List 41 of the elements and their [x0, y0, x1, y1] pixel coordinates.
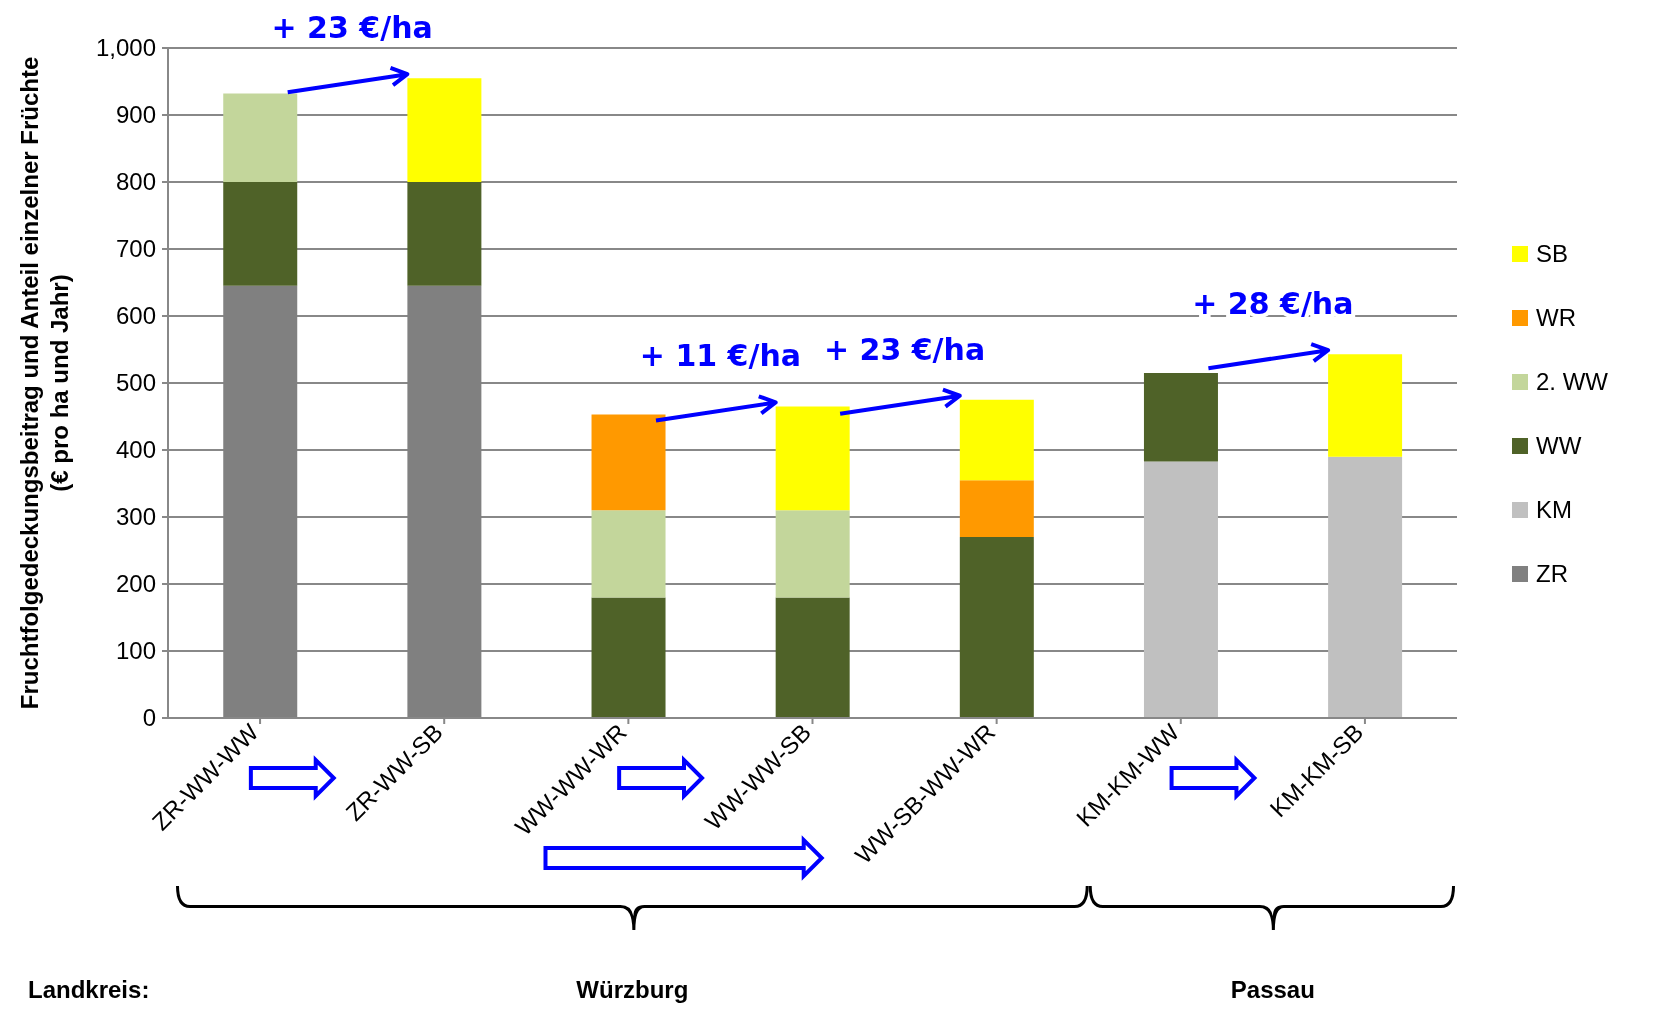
- bar: [775, 406, 850, 511]
- y-tick-label: 200: [115, 570, 156, 597]
- text: Landkreis:: [28, 976, 150, 1003]
- bar: [407, 78, 482, 182]
- y-axis-title: Fruchtfolgedeckungsbeitrag und Anteil einzelner Früchte (€ pro ha und Jahr): [16, 56, 73, 710]
- bar: [775, 597, 850, 718]
- bar: [959, 480, 1034, 538]
- bar: [591, 597, 666, 718]
- text: Passau: [1230, 976, 1315, 1003]
- y-tick-label: 100: [115, 637, 156, 664]
- y-tick-label: 1,000: [95, 34, 156, 61]
- bar: [591, 510, 666, 598]
- bar: [1143, 461, 1218, 718]
- bar: [775, 510, 850, 598]
- bar: [223, 182, 298, 286]
- annotation: + 11 €/ha: [639, 338, 802, 374]
- y-tick-label: 700: [115, 235, 156, 262]
- y-tick-label: 800: [115, 168, 156, 195]
- legend-label: WW: [1536, 432, 1582, 460]
- y-tick-label: 500: [115, 369, 156, 396]
- bar: [959, 399, 1034, 481]
- annotation: + 28 €/ha: [1192, 286, 1354, 322]
- bar: [1328, 354, 1403, 457]
- bar: [1143, 372, 1218, 462]
- y-tick-label: 400: [115, 436, 156, 463]
- y-tick-label: 300: [115, 503, 156, 530]
- legend-label: ZR: [1536, 560, 1568, 588]
- bar: [1328, 456, 1403, 718]
- text: Würzburg: [576, 976, 689, 1003]
- y-tick-label: 900: [115, 101, 156, 128]
- bar: [407, 182, 482, 286]
- annotation: + 23 €/ha: [823, 331, 986, 367]
- legend-label: WR: [1536, 304, 1576, 332]
- y-tick-label: 600: [115, 302, 156, 329]
- bar: [223, 93, 298, 182]
- legend-label: SB: [1536, 240, 1569, 268]
- bar: [591, 414, 666, 511]
- bar: [959, 537, 1034, 718]
- annotation: + 23 €/ha: [271, 10, 433, 46]
- legend-label: 2. WW: [1536, 368, 1608, 396]
- legend-label: KM: [1536, 496, 1572, 524]
